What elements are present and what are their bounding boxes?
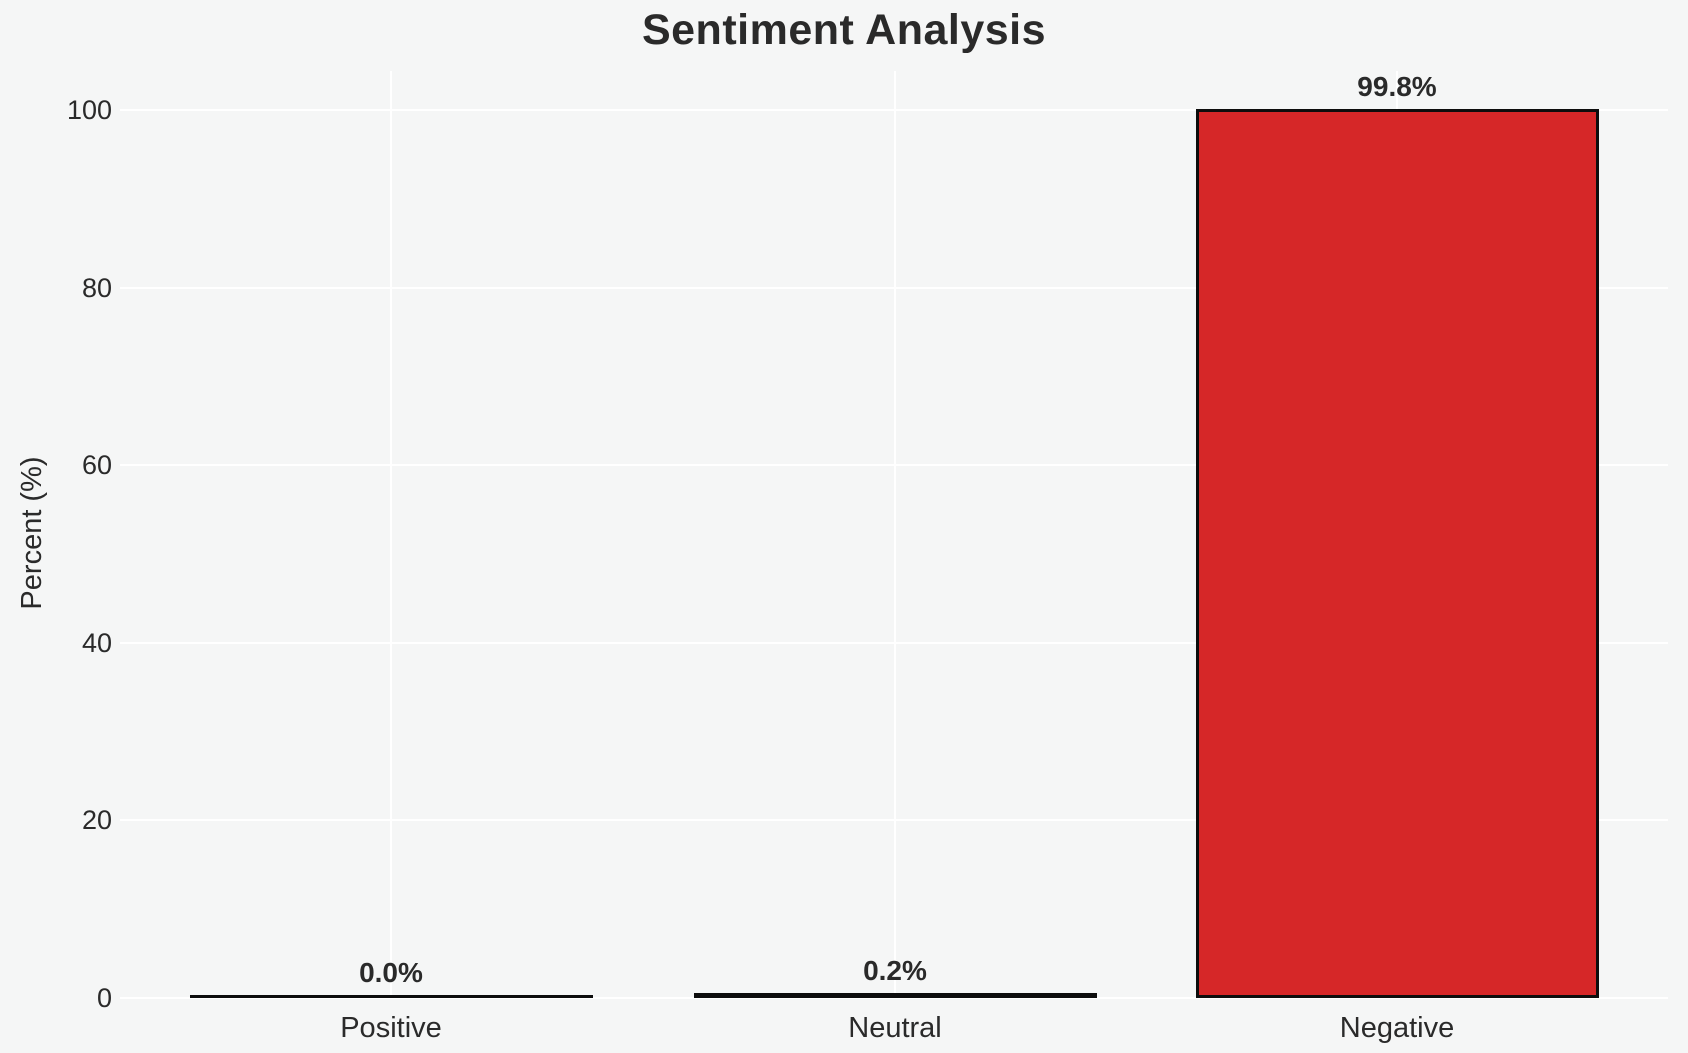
chart-title: Sentiment Analysis [641, 6, 1047, 54]
bar-negative [1195, 108, 1599, 998]
y-tick-label-80: 80 [81, 272, 112, 303]
y-tick-label-100: 100 [66, 95, 112, 125]
y-tick-label-20: 20 [81, 805, 112, 836]
x-tick-label-positive: Positive [340, 1012, 442, 1044]
value-label-negative: 99.8% [1357, 70, 1437, 102]
x-tick-label-negative: Negative [1339, 1012, 1455, 1044]
y-tick-label-40: 40 [81, 627, 112, 658]
y-tick-label-0: 0 [96, 983, 112, 1013]
v-gridline-positive [390, 71, 392, 998]
value-label-positive: 0.0% [359, 957, 423, 988]
y-axis-label: Percent (%) [16, 456, 48, 610]
value-label-neutral: 0.2% [863, 955, 927, 987]
h-gridline-0 [120, 997, 1668, 999]
v-gridline-neutral [894, 71, 896, 998]
y-tick-label-60: 60 [81, 450, 112, 481]
bar-positive [189, 995, 593, 998]
x-tick-label-neutral: Neutral [848, 1012, 942, 1044]
bar-neutral [693, 993, 1097, 998]
